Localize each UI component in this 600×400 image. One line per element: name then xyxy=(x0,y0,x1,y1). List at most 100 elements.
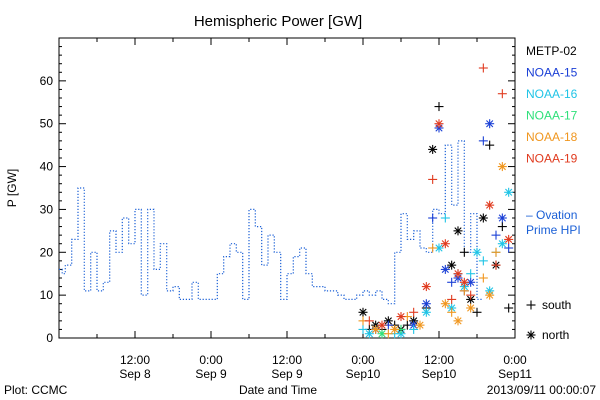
south-point-noaa-15 xyxy=(428,213,438,223)
x-tick-label-time: 12:00 xyxy=(120,353,150,367)
ovation-legend-label: – Ovation xyxy=(526,208,577,222)
marker-stroke xyxy=(498,214,506,222)
south-point-noaa-15 xyxy=(504,243,514,253)
north-point-metp-02 xyxy=(428,144,438,154)
marker-stroke xyxy=(435,120,443,128)
south-point-noaa-16 xyxy=(478,256,488,266)
plot-timestamp: 2013/09/11 00:00:07 xyxy=(487,383,597,397)
marker-stroke xyxy=(378,330,386,338)
south-point-noaa-16 xyxy=(440,213,450,223)
marker-stroke xyxy=(441,240,449,248)
north-point-noaa-16 xyxy=(504,187,514,197)
south-point-noaa-18 xyxy=(383,329,393,339)
y-tick-label: 0 xyxy=(46,331,53,345)
x-tick-label-date: Sep10 xyxy=(422,367,457,381)
north-point-noaa-16 xyxy=(364,329,374,339)
marker-stroke xyxy=(422,300,430,308)
north-point-noaa-19 xyxy=(396,312,406,322)
legend-entry: NOAA-15 xyxy=(526,66,578,80)
south-point-noaa-19 xyxy=(466,290,476,300)
marker-stroke xyxy=(448,261,456,269)
y-tick-label: 50 xyxy=(40,117,54,131)
south-point-noaa-15 xyxy=(447,277,457,287)
north-point-noaa-18 xyxy=(440,299,450,309)
south-point-noaa-19 xyxy=(447,294,457,304)
marker-stroke xyxy=(429,145,437,154)
marker-stroke xyxy=(473,248,481,256)
ovation-hpi-series xyxy=(59,140,484,305)
south-point-noaa-16 xyxy=(358,324,368,334)
y-tick-label: 30 xyxy=(40,202,54,216)
legend-entry: METP-02 xyxy=(526,44,577,58)
north-point-noaa-15 xyxy=(497,213,507,223)
marker-stroke xyxy=(486,120,494,128)
x-tick-label-time: 0:00 xyxy=(351,353,375,367)
legend-entry: NOAA-18 xyxy=(526,130,578,144)
x-tick-label-time: 12:00 xyxy=(424,353,454,367)
south-point-noaa-19 xyxy=(428,174,438,184)
south-point-noaa-19 xyxy=(497,89,507,99)
north-point-noaa-19 xyxy=(459,277,469,287)
x-tick-label-date: Sep11 xyxy=(498,367,532,381)
marker-stroke xyxy=(422,308,430,316)
marker-stroke xyxy=(527,331,535,339)
x-tick-label-date: Sep10 xyxy=(346,367,381,381)
plot-area xyxy=(58,37,516,339)
x-tick-label-time: 0:00 xyxy=(199,353,223,367)
legend-entry: NOAA-17 xyxy=(526,109,578,123)
south-point-noaa-18 xyxy=(491,247,501,257)
marker-stroke xyxy=(486,201,494,209)
south-point-noaa-19 xyxy=(364,316,374,326)
north-point-noaa-16 xyxy=(421,307,431,317)
marker-stroke xyxy=(498,162,506,171)
marker-stroke xyxy=(505,235,513,244)
marker-legend: south north xyxy=(526,298,571,342)
x-tick-label-time: 0:00 xyxy=(503,353,527,367)
south-point-metp-02 xyxy=(497,222,507,232)
y-axis-label: P [GW] xyxy=(5,169,19,207)
marker-stroke xyxy=(378,321,386,329)
marker-stroke xyxy=(467,278,475,286)
x-tick-label-date: Sep 9 xyxy=(195,367,227,381)
x-tick-label-date: Sep 8 xyxy=(119,367,151,381)
south-point-noaa-18 xyxy=(447,307,457,317)
north-point-noaa-16 xyxy=(472,247,482,257)
north-point-noaa-18 xyxy=(497,162,507,172)
y-tick-label: 40 xyxy=(40,160,54,174)
satellite-data-points xyxy=(358,63,514,339)
north-point-metp-02 xyxy=(447,260,457,270)
marker-stroke xyxy=(435,244,443,252)
south-point-metp-02 xyxy=(459,247,469,257)
x-tick-label-date: Sep 9 xyxy=(271,367,303,381)
marker-stroke xyxy=(498,240,506,248)
south-point-noaa-18 xyxy=(478,273,488,283)
x-tick-label-time: 12:00 xyxy=(272,353,302,367)
north-point-metp-02 xyxy=(358,307,368,317)
north-point-noaa-18 xyxy=(415,320,425,330)
south-point-metp-02 xyxy=(485,140,495,150)
north-point-noaa-19 xyxy=(440,239,450,249)
south-point-metp-02 xyxy=(504,303,514,313)
y-axis-ticks: 0 10 20 30 40 50 60 xyxy=(40,46,515,345)
satellite-legend: METP-02 NOAA-15 NOAA-16 NOAA-17 NOAA-18 NOAA-… xyxy=(526,44,578,166)
y-tick-label: 10 xyxy=(40,288,54,302)
marker-stroke xyxy=(486,291,494,299)
marker-stroke xyxy=(454,317,462,325)
marker-legend-label: north xyxy=(542,328,569,342)
north-point-noaa-15 xyxy=(421,299,431,309)
x-axis-label: Date and Time xyxy=(239,383,317,397)
south-point-noaa-19 xyxy=(478,63,488,73)
north-point-noaa-19 xyxy=(504,234,514,244)
marker-stroke xyxy=(416,321,424,329)
south-point-noaa-19 xyxy=(491,260,501,270)
north-point-noaa-19 xyxy=(421,282,431,292)
north-point-noaa-18 xyxy=(390,324,400,334)
north-point-noaa-18 xyxy=(453,316,463,326)
south-point-noaa-15 xyxy=(478,136,488,146)
y-tick-label: 20 xyxy=(40,245,54,259)
legend-marker-north xyxy=(526,330,536,340)
south-point-noaa-18 xyxy=(428,243,438,253)
south-point-noaa-19 xyxy=(409,307,419,317)
